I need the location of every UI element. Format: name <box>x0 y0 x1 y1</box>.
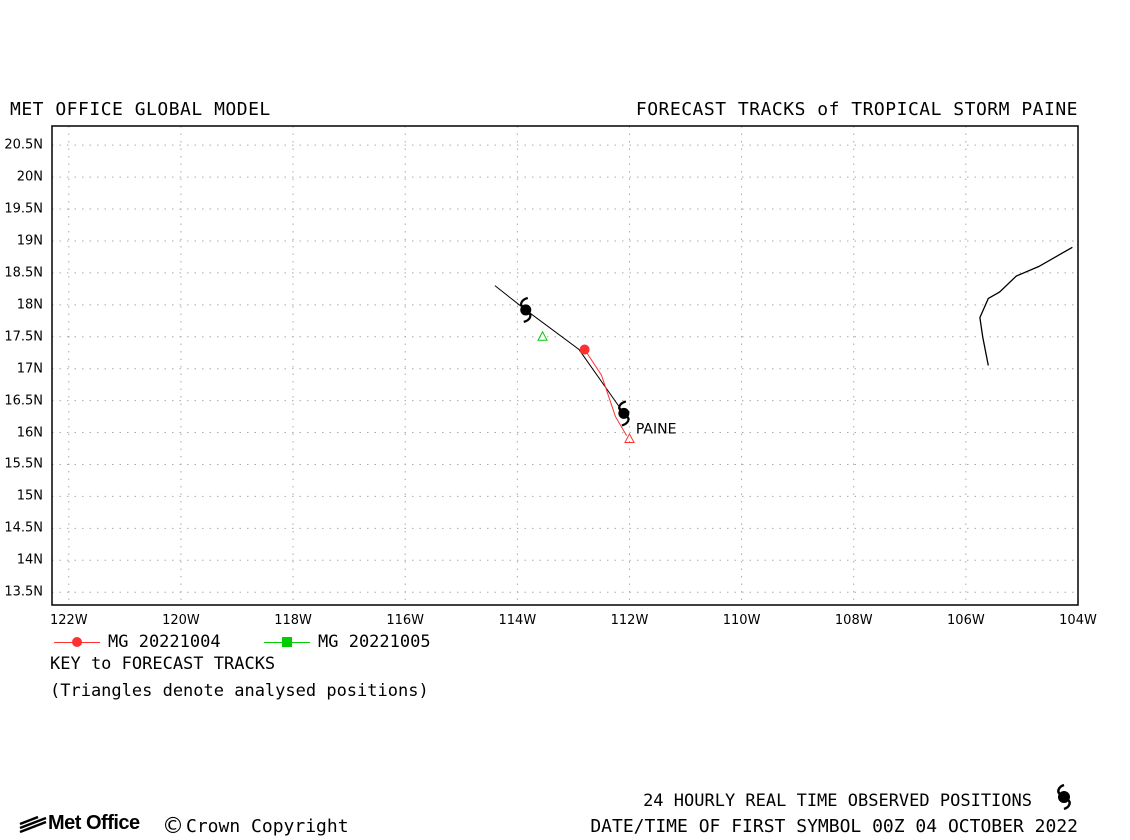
longitude-tick-label: 104W <box>1059 613 1097 628</box>
legend-item-mg-20221005: MG 20221005 <box>264 632 431 652</box>
longitude-tick-label: 120W <box>162 613 200 628</box>
latitude-tick-label: 20.5N <box>4 137 43 153</box>
observed-positions <box>520 296 630 427</box>
longitude-tick-label: 108W <box>834 613 873 628</box>
storm-symbol-icon <box>520 296 532 323</box>
copyright-icon: © <box>162 814 184 839</box>
latitude-tick-label: 16.5N <box>4 393 43 409</box>
latitude-tick-label: 19.5N <box>4 201 43 217</box>
legend-square-marker-icon <box>264 634 310 650</box>
copyright-text: Crown Copyright <box>186 816 349 837</box>
latitude-tick-label: 17N <box>16 361 43 377</box>
map-title-left: MET OFFICE GLOBAL MODEL <box>10 99 271 120</box>
legend-key-title: KEY to FORECAST TRACKS <box>50 654 276 674</box>
observed-track-line <box>494 285 625 414</box>
met-office-logo-text: Met Office <box>48 812 140 834</box>
longitude-tick-label: 112W <box>610 613 649 628</box>
map-frame <box>51 125 1079 606</box>
latitude-tick-label: 19N <box>16 233 43 249</box>
latitude-tick-label: 18.5N <box>4 265 43 281</box>
longitude-tick-label: 106W <box>947 613 985 628</box>
met-office-logo: Met Office <box>18 812 140 835</box>
forecast-tracks <box>494 285 635 443</box>
legend-label: MG 20221005 <box>318 632 431 652</box>
latitude-tick-label: 17.5N <box>4 329 43 345</box>
storm-name-label: PAINE <box>636 421 677 437</box>
map-title-right: FORECAST TRACKS of TROPICAL STORM PAINE <box>635 99 1078 120</box>
crown-copyright: © Crown Copyright <box>162 814 349 839</box>
forecast-track-line <box>584 349 628 437</box>
analysed-position-triangle <box>624 432 635 443</box>
legend-note: (Triangles denote analysed positions) <box>50 681 429 701</box>
longitude-tick-label: 116W <box>386 613 425 628</box>
latitude-tick-label: 18N <box>16 297 43 313</box>
legend-label: MG 20221004 <box>108 632 221 652</box>
analysed-position-triangle <box>537 330 548 341</box>
latitude-tick-label: 15.5N <box>4 456 43 472</box>
longitude-tick-label: 122W <box>49 613 88 628</box>
legend-item-mg-20221004: MG 20221004 <box>54 632 221 652</box>
met-office-logo-icon <box>19 815 47 833</box>
observed-positions-note: 24 HOURLY REAL TIME OBSERVED POSITIONS <box>643 791 1032 811</box>
forecast-position-marker <box>579 344 590 355</box>
longitude-tick-label: 118W <box>274 613 312 628</box>
map-grid <box>52 126 1078 605</box>
latitude-tick-label: 20N <box>16 169 43 185</box>
latitude-tick-label: 16N <box>16 425 43 441</box>
latitude-tick-label: 14N <box>16 552 43 568</box>
longitude-tick-label: 110W <box>722 613 761 628</box>
first-symbol-datetime: DATE/TIME OF FIRST SYMBOL 00Z 04 OCTOBER… <box>590 816 1078 837</box>
storm-symbol-icon <box>618 400 630 427</box>
legend-circle-marker-icon <box>54 634 100 650</box>
coastline-path <box>979 246 1073 366</box>
longitude-tick-label: 114W <box>498 613 537 628</box>
coastline <box>979 246 1073 366</box>
latitude-tick-label: 14.5N <box>4 520 43 536</box>
latitude-tick-label: 15N <box>16 488 43 504</box>
latitude-tick-label: 13.5N <box>4 584 43 600</box>
hurricane-symbol-icon <box>1057 783 1071 811</box>
